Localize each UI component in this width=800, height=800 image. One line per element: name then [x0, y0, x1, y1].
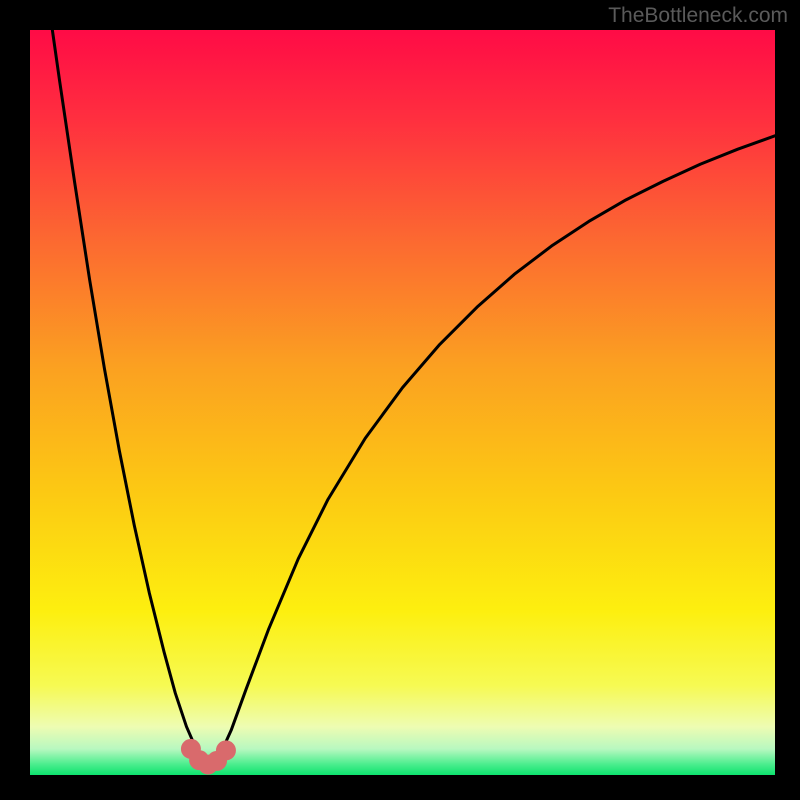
curve-svg	[30, 30, 775, 775]
optimal-marker	[216, 740, 236, 760]
chart-frame: TheBottleneck.com	[0, 0, 800, 800]
gradient-background	[30, 30, 775, 775]
watermark-text: TheBottleneck.com	[608, 4, 788, 28]
plot-area	[30, 30, 775, 775]
